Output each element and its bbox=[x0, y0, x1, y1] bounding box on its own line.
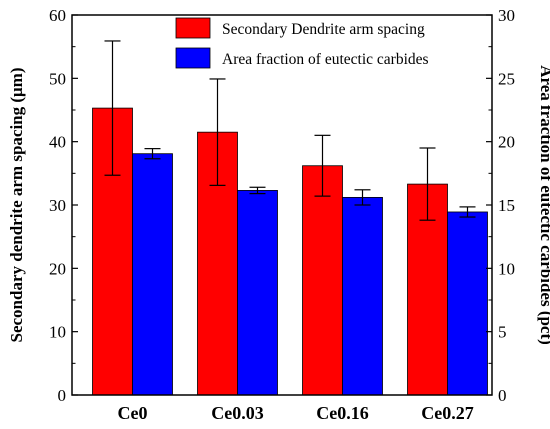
x-tick-label-2: Ce0.16 bbox=[316, 403, 369, 423]
error-bar-carbides-2 bbox=[354, 189, 371, 206]
right-tick-label: 30 bbox=[498, 6, 515, 25]
bar-carbides-3 bbox=[447, 211, 488, 396]
right-axis-label: Area fraction of eutectic carbides (pct) bbox=[537, 65, 550, 345]
right-tick-label: 25 bbox=[498, 69, 515, 88]
left-tick-label: 40 bbox=[49, 133, 66, 152]
bar-spacing-2 bbox=[302, 165, 343, 396]
error-bar-carbides-3 bbox=[459, 206, 476, 218]
error-bar-spacing-0 bbox=[104, 40, 121, 176]
x-tick-label-1: Ce0.03 bbox=[211, 403, 264, 423]
error-bar-carbides-1 bbox=[249, 186, 266, 195]
legend: Secondary Dendrite arm spacing Area frac… bbox=[175, 17, 429, 69]
bar-carbides-2 bbox=[342, 196, 383, 396]
legend-swatch-blue bbox=[175, 47, 211, 69]
right-tick-label: 20 bbox=[498, 133, 515, 152]
x-tick-label-0: Ce0 bbox=[118, 403, 148, 423]
left-tick-label: 20 bbox=[49, 259, 66, 278]
right-tick-label: 15 bbox=[498, 196, 515, 215]
error-bar-layer bbox=[104, 40, 476, 221]
x-tick-label-3: Ce0.27 bbox=[421, 403, 474, 423]
error-bar-carbides-0 bbox=[144, 148, 161, 160]
left-tick-label: 10 bbox=[49, 323, 66, 342]
left-tick-label: 0 bbox=[58, 386, 67, 405]
left-tick-label: 50 bbox=[49, 69, 66, 88]
bar-carbides-0 bbox=[132, 153, 173, 396]
error-bar-spacing-2 bbox=[314, 134, 331, 197]
x-axis-category-labels: Ce0 Ce0.03 Ce0.16 Ce0.27 bbox=[118, 403, 474, 423]
error-bar-spacing-1 bbox=[209, 78, 226, 186]
left-axis-label: Secondary dendrite arm spacing (μm) bbox=[7, 67, 26, 342]
bar-carbides-1 bbox=[237, 190, 278, 396]
right-tick-label: 10 bbox=[498, 259, 515, 278]
right-axis-ticks: 0 5 10 15 20 25 30 bbox=[486, 6, 515, 405]
bar-layer bbox=[92, 107, 488, 396]
right-tick-label: 0 bbox=[498, 386, 507, 405]
left-tick-label: 60 bbox=[49, 6, 66, 25]
left-axis-ticks: 0 10 20 30 40 50 60 bbox=[49, 6, 78, 405]
left-tick-label: 30 bbox=[49, 196, 66, 215]
legend-swatch-red bbox=[175, 17, 211, 39]
legend-label-spacing: Secondary Dendrite arm spacing bbox=[222, 21, 425, 38]
error-bar-spacing-3 bbox=[419, 147, 436, 221]
legend-label-carbides: Area fraction of eutectic carbides bbox=[222, 51, 429, 68]
right-tick-label: 5 bbox=[498, 323, 507, 342]
